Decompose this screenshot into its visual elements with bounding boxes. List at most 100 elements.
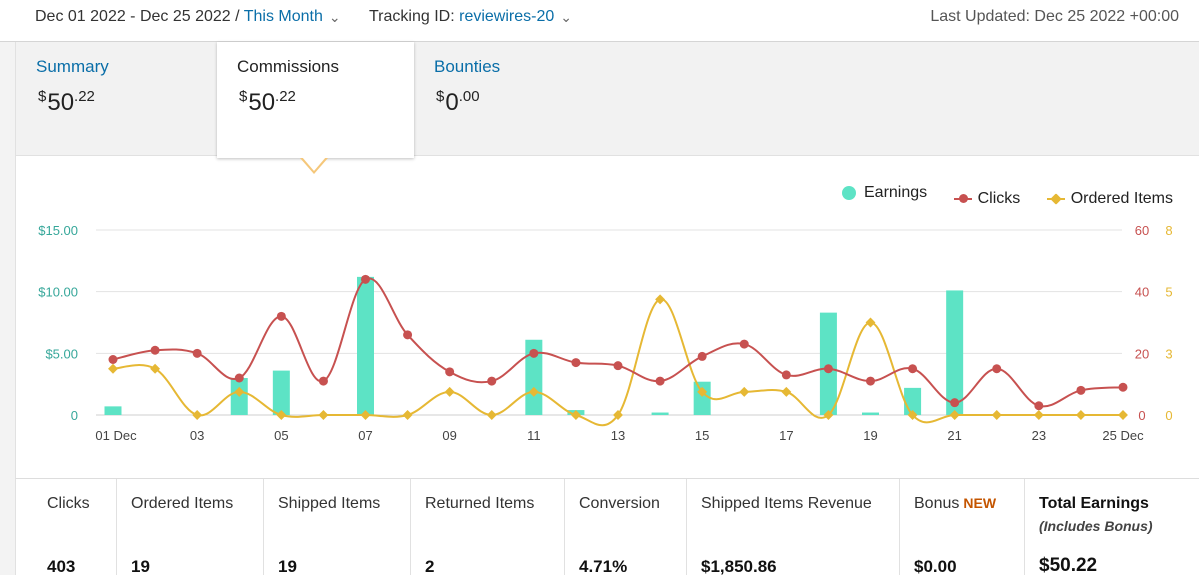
clicks-point [1034, 401, 1044, 411]
tracking-id-selector[interactable]: Tracking ID: reviewires-20 ⌄ [369, 8, 572, 26]
ordered-items-point [444, 386, 455, 397]
clicks-point [192, 348, 202, 358]
tracking-id-label: Tracking ID: [369, 8, 455, 25]
earnings-bar [651, 412, 669, 415]
tab-commissions[interactable]: Commissions $50.22 [217, 42, 414, 174]
ordered-items-point [192, 410, 203, 420]
x-axis-tick-label: 17 [779, 428, 793, 443]
clicks-point [487, 376, 497, 386]
x-axis-tick-label: 13 [611, 428, 625, 443]
legend-clicks[interactable]: Clicks [953, 190, 1020, 208]
x-axis-tick-label: 15 [695, 428, 709, 443]
earnings-bar [819, 312, 837, 415]
clicks-point [318, 376, 328, 386]
clicks-point [655, 376, 665, 386]
ordered-items-point [1118, 410, 1128, 420]
stat-ordered-items: Ordered Items 19 [117, 479, 264, 575]
x-axis-tick-label: 19 [863, 428, 877, 443]
tab-commissions-title[interactable]: Commissions [237, 57, 340, 76]
ordered-items-point [991, 410, 1002, 420]
ordered-items-point [528, 386, 539, 397]
ordered-items-point [907, 410, 918, 420]
ordered-items-point [570, 410, 581, 420]
ordered-items-axis-tick-label: 8 [1165, 223, 1172, 238]
stat-returned-items: Returned Items 2 [411, 479, 565, 575]
ordered-items-point [402, 410, 413, 420]
tab-bounties-title[interactable]: Bounties [434, 57, 501, 76]
earnings-chart-panel: Earnings Clicks Ordered Items 0 0 0 $5.00 20… [15, 156, 1199, 478]
stat-bonus: Bonus NEW $0.00 [900, 479, 1025, 575]
clicks-line [112, 277, 1124, 408]
stat-clicks: Clicks 403 [16, 479, 117, 575]
clicks-point [234, 373, 244, 383]
earnings-bar [946, 290, 964, 415]
x-axis-tick-label: 21 [947, 428, 961, 443]
x-axis-tick-label: 23 [1032, 428, 1046, 443]
stat-total-earnings: Total Earnings (Includes Bonus) $50.22 [1039, 495, 1153, 575]
filter-bar: Dec 01 2022 - Dec 25 2022 / This Month ⌄ … [0, 0, 1199, 42]
clicks-point [150, 345, 160, 355]
earnings-tabs: Summary $50.22 Commissions $50.22 Bounti… [15, 42, 1199, 174]
x-axis-tick-label: 25 Dec [1102, 428, 1144, 443]
ordered-items-point [949, 410, 960, 420]
clicks-point [529, 348, 539, 358]
left-axis-tick-label: $10.00 [38, 285, 78, 300]
ordered-items-axis-tick-label: 0 [1165, 408, 1172, 423]
tab-bounties-amount: $0.00 [436, 88, 480, 116]
earnings-chart: 0 0 0 $5.00 20 3 $10.00 40 5 $15.00 60 8 01 Dec 03 05 0… [38, 223, 1172, 443]
date-range-selector[interactable]: Dec 01 2022 - Dec 25 2022 / This Month ⌄ [35, 8, 341, 26]
ordered-items-axis-tick-label: 3 [1165, 346, 1172, 361]
chevron-down-icon[interactable]: ⌄ [560, 9, 572, 25]
ordered-items-axis-tick-label: 5 [1165, 285, 1172, 300]
ordered-items-point [486, 410, 497, 420]
clicks-point [108, 355, 118, 364]
clicks-point [403, 330, 413, 340]
clicks-point [276, 311, 286, 321]
clicks-line-icon [953, 194, 972, 203]
ordered-items-point [697, 386, 708, 397]
earnings-bar [272, 370, 290, 415]
clicks-point [866, 376, 875, 386]
stat-shipped-items: Shipped Items 19 [264, 479, 411, 575]
clicks-point [697, 351, 707, 361]
x-axis-tick-label: 07 [358, 428, 372, 443]
clicks-point [571, 358, 581, 368]
left-axis-tick-label: $15.00 [38, 223, 78, 238]
tab-bounties[interactable]: Bounties $0.00 [414, 42, 614, 156]
legend-ordered-items[interactable]: Ordered Items [1046, 190, 1173, 208]
clicks-point [1118, 382, 1128, 392]
tab-summary[interactable]: Summary $50.22 [16, 42, 217, 156]
ordered-items-point [739, 386, 750, 397]
chart-legend: Earnings Clicks Ordered Items [820, 184, 1173, 208]
ordered-items-point [1033, 410, 1044, 420]
clicks-point [823, 364, 833, 374]
ordered-items-point [318, 410, 329, 420]
new-badge: NEW [963, 495, 997, 511]
ordered-items-point [613, 410, 623, 420]
stat-conversion: Conversion 4.71% [565, 479, 687, 575]
clicks-point [781, 370, 791, 380]
clicks-point [445, 367, 455, 377]
tab-summary-amount: $50.22 [38, 88, 95, 116]
clicks-point [1076, 385, 1086, 395]
legend-earnings[interactable]: Earnings [842, 184, 927, 202]
clicks-point [613, 361, 623, 371]
ordered-items-line-icon [1046, 193, 1065, 205]
ordered-items-point [234, 386, 245, 397]
x-axis-tick-label: 01 Dec [95, 428, 137, 443]
clicks-axis-tick-label: 0 [1138, 408, 1145, 423]
earnings-bar [862, 412, 879, 415]
x-axis-tick-label: 11 [527, 428, 541, 443]
stat-shipped-items-revenue: Shipped Items Revenue $1,850.86 [687, 479, 900, 575]
ordered-items-point [1075, 410, 1086, 420]
chevron-down-icon[interactable]: ⌄ [328, 9, 341, 25]
ordered-items-point [655, 294, 666, 305]
period-link[interactable]: This Month [243, 8, 323, 25]
active-tab-caret-icon [300, 157, 328, 174]
tab-summary-title[interactable]: Summary [36, 57, 109, 76]
earnings-bar [104, 406, 122, 415]
x-axis-tick-label: 05 [274, 428, 288, 443]
clicks-axis-tick-label: 60 [1135, 223, 1149, 238]
tracking-id-value[interactable]: reviewires-20 [459, 8, 555, 25]
ordered-items-point [823, 410, 834, 420]
